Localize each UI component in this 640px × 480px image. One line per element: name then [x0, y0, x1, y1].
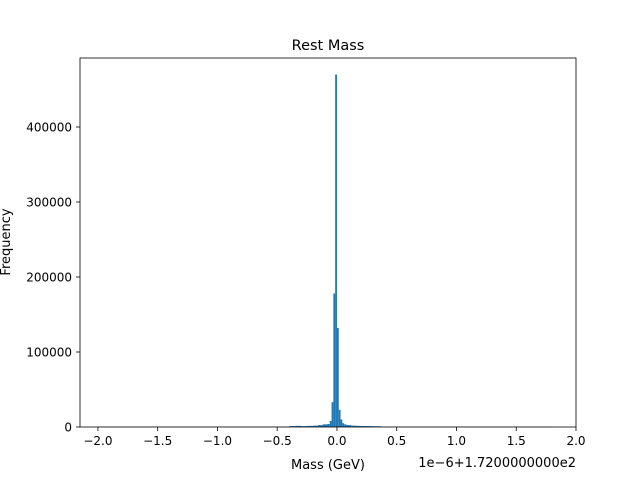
histogram-bar [295, 425, 302, 427]
x-axis-offset-label: 1e−6+1.7200000000e2 [418, 456, 576, 471]
histogram-bar [356, 425, 361, 427]
histogram-bar [333, 293, 336, 427]
histogram-bar [307, 425, 314, 427]
histogram-bar [366, 426, 373, 427]
y-tick-label: 0 [64, 421, 72, 435]
histogram-bar [340, 419, 343, 427]
histogram-bar [344, 424, 347, 427]
histogram-bar [331, 402, 334, 427]
x-tick-label: 0.5 [387, 434, 406, 448]
x-tick-label: 1.0 [447, 434, 466, 448]
histogram-bar [351, 425, 357, 427]
y-axis-ticks: 0 100000 200000 300000 400000 [26, 121, 80, 435]
y-axis-label: Frequency [0, 208, 14, 275]
histogram-bar [289, 426, 296, 427]
x-tick-label: 1.5 [507, 434, 526, 448]
y-tick-label: 200000 [26, 271, 72, 285]
histogram-bar [336, 328, 339, 427]
x-axis-label: Mass (GeV) [291, 458, 365, 473]
histogram-bar [329, 421, 332, 427]
x-tick-label: 2.0 [566, 434, 585, 448]
x-tick-label: −2.0 [83, 434, 112, 448]
axes-frame [79, 57, 577, 428]
x-axis-ticks: −2.0 −1.5 −1.0 −0.5 0.0 0.5 1.0 1.5 2.0 [83, 427, 586, 448]
y-tick-label: 100000 [26, 346, 72, 360]
histogram-bar [301, 426, 308, 427]
histogram-bar [335, 74, 337, 427]
x-tick-label: 0.0 [327, 434, 346, 448]
histogram-bar [338, 409, 341, 427]
x-tick-label: −0.5 [263, 434, 292, 448]
chart-title: Rest Mass [292, 38, 365, 54]
histogram-bar [322, 424, 328, 427]
histogram-bar [346, 425, 352, 427]
histogram-bar [317, 425, 323, 427]
histogram-bar [313, 425, 318, 427]
y-tick-label: 400000 [26, 121, 72, 135]
histogram-bar [360, 426, 367, 427]
y-tick-label: 300000 [26, 196, 72, 210]
histogram-bar [342, 423, 345, 427]
x-tick-label: −1.0 [203, 434, 232, 448]
x-tick-label: −1.5 [143, 434, 172, 448]
histogram-bar [327, 424, 330, 427]
